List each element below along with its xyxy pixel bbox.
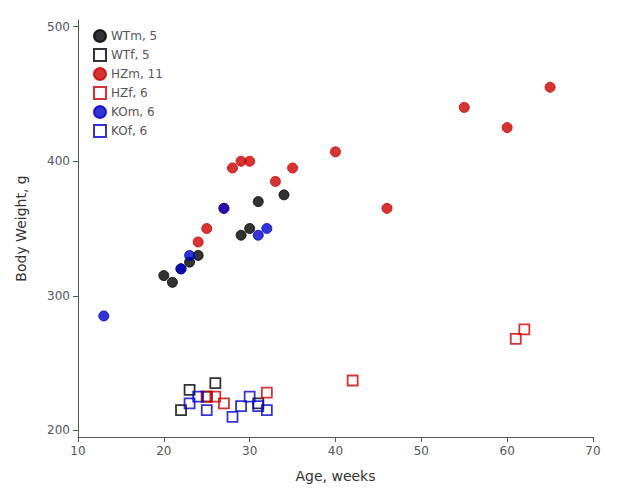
svg-text:60: 60: [500, 444, 515, 458]
svg-text:WTm, 5: WTm, 5: [111, 29, 157, 43]
svg-text:HZm, 11: HZm, 11: [111, 67, 163, 81]
svg-text:30: 30: [242, 444, 257, 458]
svg-text:KOf, 6: KOf, 6: [111, 124, 147, 138]
svg-text:300: 300: [47, 289, 70, 303]
svg-text:70: 70: [585, 444, 600, 458]
svg-text:50: 50: [414, 444, 429, 458]
svg-text:Age, weeks: Age, weeks: [295, 468, 375, 484]
svg-text:10: 10: [70, 444, 85, 458]
svg-text:20: 20: [156, 444, 171, 458]
svg-text:40: 40: [328, 444, 343, 458]
svg-text:KOm, 6: KOm, 6: [111, 105, 155, 119]
svg-text:HZf, 6: HZf, 6: [111, 86, 148, 100]
svg-text:Body Weight, g: Body Weight, g: [13, 175, 29, 281]
svg-text:WTf, 5: WTf, 5: [111, 48, 150, 62]
svg-text:400: 400: [47, 154, 70, 168]
svg-text:200: 200: [47, 423, 70, 437]
svg-text:500: 500: [47, 20, 70, 34]
